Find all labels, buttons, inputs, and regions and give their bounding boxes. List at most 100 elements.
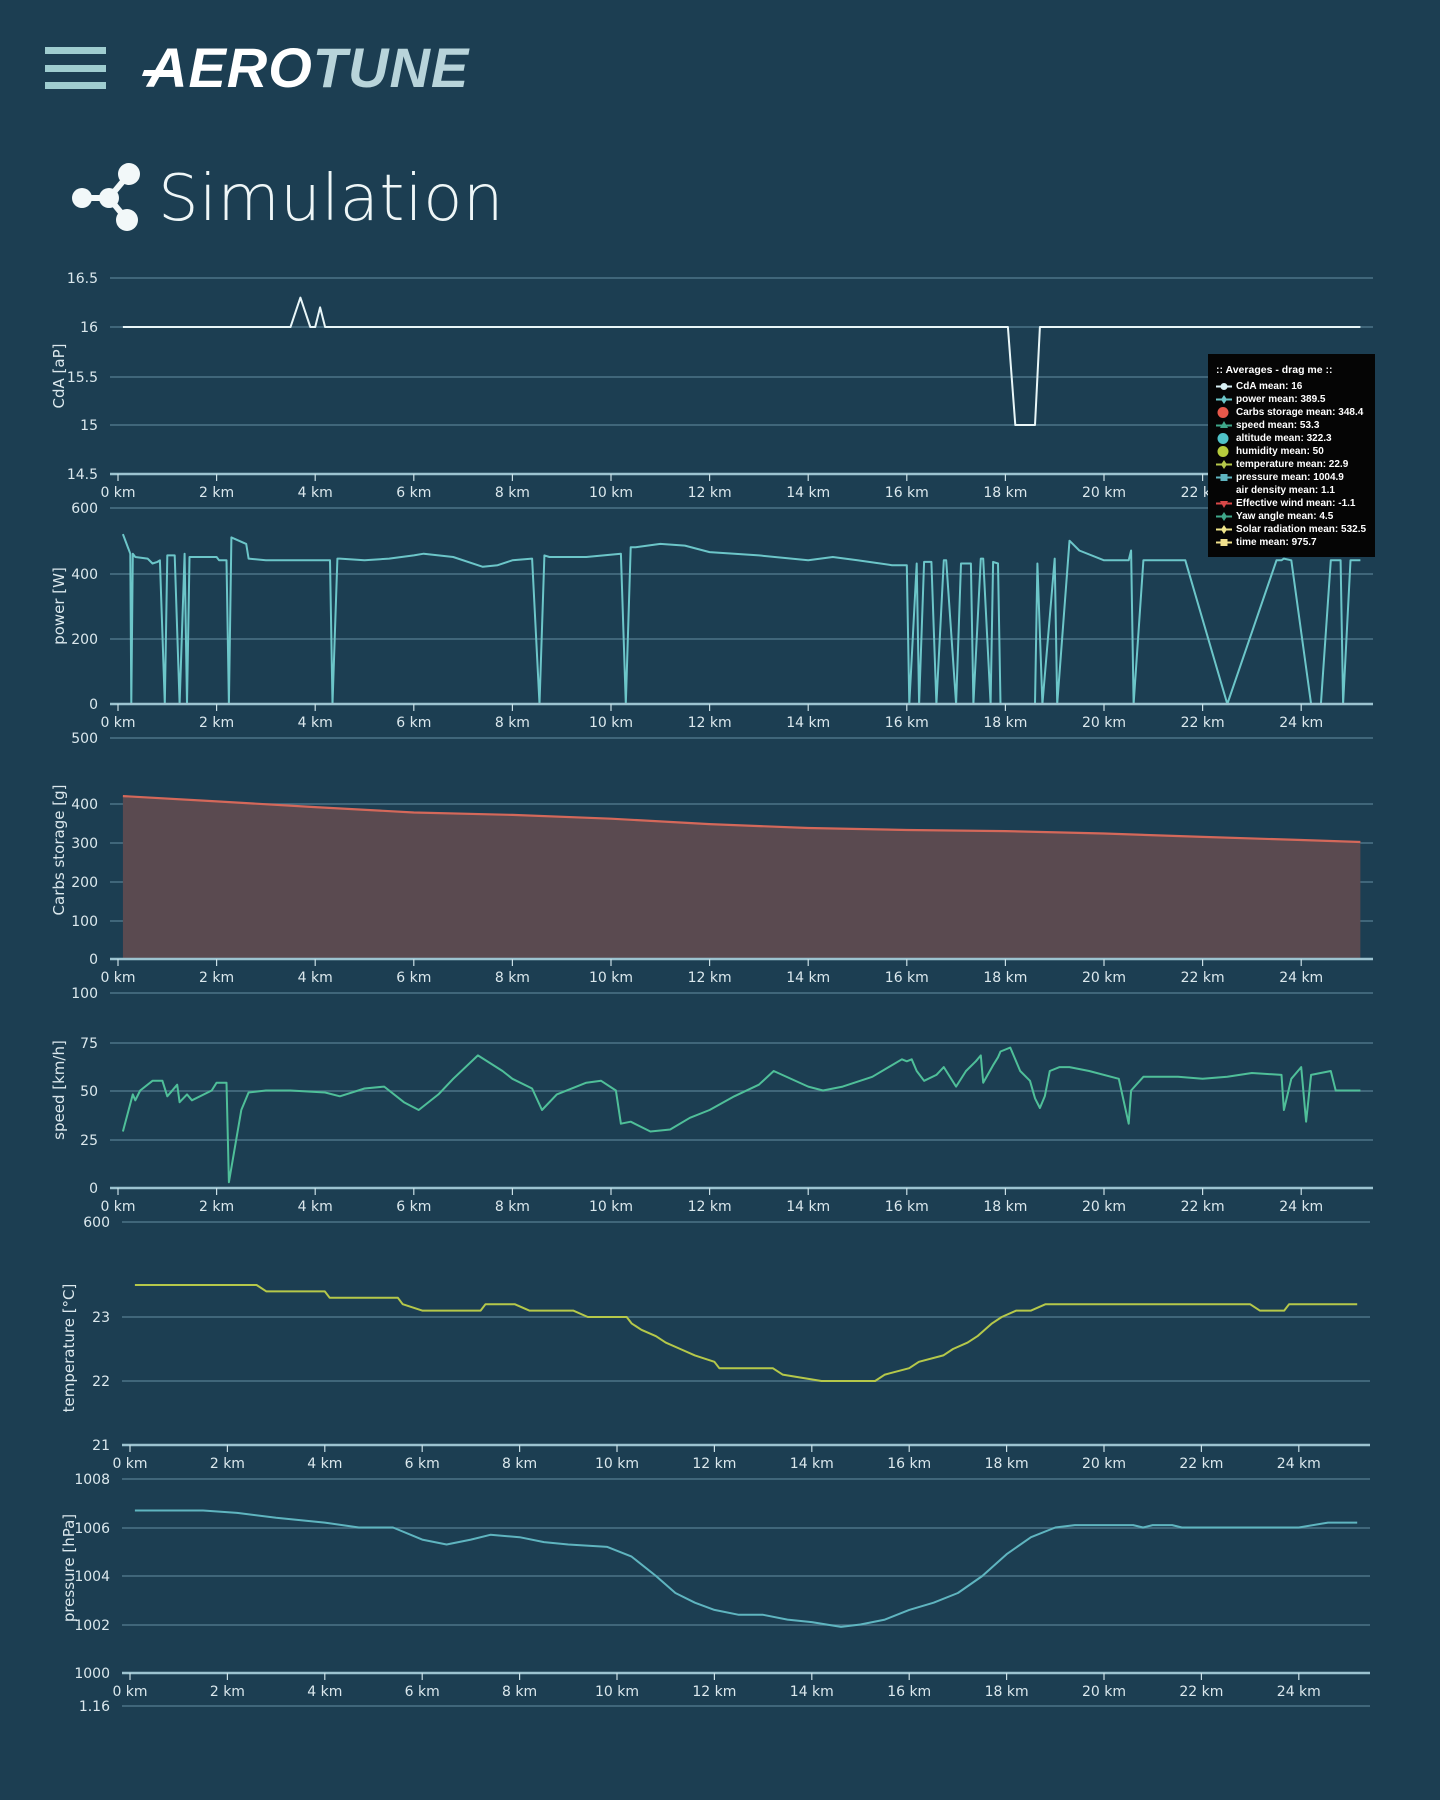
- x-tick-label: 0 km: [100, 1199, 135, 1215]
- x-tick-label: 8 km: [495, 715, 530, 731]
- x-tick-label: 8 km: [495, 1199, 530, 1215]
- y-tick-label: 0: [89, 1181, 98, 1197]
- x-tick-label: 2 km: [199, 1199, 234, 1215]
- x-tick-label: 12 km: [688, 485, 732, 501]
- x-tick-label: 6 km: [396, 970, 431, 986]
- temperature-line: [134, 1284, 1358, 1382]
- x-tick-label: 14 km: [790, 1456, 834, 1472]
- page-title: Simulation: [158, 162, 504, 236]
- legend-item: pressure mean: 1004.9: [1216, 471, 1375, 484]
- legend-item-label: Carbs storage mean: 348.4: [1236, 407, 1364, 418]
- x-tick-label: 0 km: [100, 715, 135, 731]
- x-tick-label: 4 km: [298, 485, 333, 501]
- x-tick-label: 18 km: [983, 485, 1027, 501]
- x-tick-label: 8 km: [502, 1684, 537, 1700]
- speed-line: [121, 1046, 1361, 1184]
- x-tick-label: 10 km: [589, 485, 633, 501]
- x-tick-label: 22 km: [1179, 1684, 1223, 1700]
- x-tick-label: 22 km: [1181, 1199, 1225, 1215]
- legend-item: Effective wind mean: -1.1: [1216, 497, 1375, 510]
- x-tick-label: 20 km: [1082, 715, 1126, 731]
- hamburger-menu-icon[interactable]: [45, 47, 106, 91]
- cda-chart[interactable]: 16.5 16 15.5 15 14.50 km 2 km 4 km 6 km 8 km 10 k…: [50, 271, 1373, 501]
- x-tick-label: 10 km: [589, 1199, 633, 1215]
- x-tick-label: 0 km: [100, 485, 135, 501]
- legend-symbol-none-icon: [1216, 484, 1232, 497]
- x-tick-label: 14 km: [786, 970, 830, 986]
- power-y-axis-title: power [W]: [50, 567, 68, 645]
- speed-chart[interactable]: 100 75 50 25 00 km 2 km 4 km 6 km 8 km 10 km 12 km…: [50, 986, 1373, 1215]
- x-tick-label: 12 km: [688, 970, 732, 986]
- legend-symbol-line-triangle-down-icon: [1216, 501, 1232, 508]
- x-tick-label: 4 km: [307, 1456, 342, 1472]
- temperature-chart[interactable]: 600 23 22 210 km 2 km 4 km 6 km 8 km 10 km 12 km 1…: [60, 1215, 1370, 1472]
- legend-item-label: power mean: 389.5: [1236, 394, 1326, 405]
- carbs-chart[interactable]: 500 400 300 200 100 00 km 2 km 4 km 6 km 8 km 10 k…: [50, 731, 1373, 986]
- legend-item-label: altitude mean: 322.3: [1236, 433, 1332, 444]
- x-tick-label: 18 km: [985, 1456, 1029, 1472]
- y-tick-label: 50: [80, 1084, 98, 1100]
- x-tick-label: 20 km: [1082, 1684, 1126, 1700]
- x-tick-label: 8 km: [495, 970, 530, 986]
- y-tick-label: 25: [80, 1133, 98, 1149]
- x-tick-label: 22 km: [1181, 715, 1225, 731]
- y-tick-label: 200: [71, 632, 98, 648]
- logo-text-tune: TUNE: [312, 36, 470, 99]
- y-tick-label: 1004: [74, 1569, 110, 1585]
- x-tick-label: 6 km: [396, 485, 431, 501]
- aerotune-logo[interactable]: AEROTUNE: [141, 40, 469, 96]
- x-tick-label: 16 km: [887, 1456, 931, 1472]
- cda-y-axis-title: CdA [aP]: [50, 344, 68, 409]
- legend-item-label: temperature mean: 22.9: [1236, 459, 1349, 470]
- x-tick-label: 4 km: [298, 970, 333, 986]
- temperature-y-axis-title: temperature [°C]: [60, 1284, 78, 1413]
- x-tick-label: 0 km: [112, 1456, 147, 1472]
- x-tick-label: 0 km: [100, 970, 135, 986]
- x-tick-label: 14 km: [786, 1199, 830, 1215]
- legend-title: :: Averages - drag me ::: [1216, 364, 1333, 376]
- y-tick-label: 400: [71, 567, 98, 583]
- x-tick-label: 8 km: [495, 485, 530, 501]
- legend-symbol-circle-icon: [1217, 446, 1229, 457]
- x-tick-label: 10 km: [589, 715, 633, 731]
- y-tick-label: 23: [92, 1310, 110, 1326]
- y-tick-label: 15: [80, 418, 98, 434]
- x-tick-label: 10 km: [595, 1456, 639, 1472]
- y-tick-label: 600: [71, 501, 98, 517]
- averages-legend[interactable]: :: Averages - drag me :: CdA mean: 16 pow…: [1208, 354, 1375, 557]
- legend-symbol-line-square-icon: [1216, 539, 1232, 546]
- y-tick-label: 1.16: [79, 1699, 110, 1715]
- x-tick-label: 6 km: [405, 1684, 440, 1700]
- y-tick-label: 1000: [74, 1666, 110, 1682]
- y-tick-label: 15.5: [67, 370, 98, 386]
- power-chart[interactable]: 600 400 200 00 km 2 km 4 km 6 km 8 km 10 km 12 km…: [50, 501, 1373, 731]
- x-tick-label: 14 km: [786, 715, 830, 731]
- x-tick-label: 12 km: [692, 1684, 736, 1700]
- x-tick-label: 22 km: [1179, 1456, 1223, 1472]
- y-tick-label: 200: [71, 875, 98, 891]
- legend-item: Solar radiation mean: 532.5: [1216, 523, 1375, 536]
- x-tick-label: 6 km: [405, 1456, 440, 1472]
- legend-item: humidity mean: 50: [1216, 445, 1375, 458]
- x-tick-label: 2 km: [199, 970, 234, 986]
- legend-symbol-line-diamond-icon: [1216, 525, 1232, 534]
- x-tick-label: 6 km: [396, 715, 431, 731]
- x-tick-label: 16 km: [885, 1199, 929, 1215]
- y-tick-label: 16: [80, 320, 98, 336]
- legend-symbol-circle-icon: [1217, 433, 1229, 444]
- x-tick-label: 24 km: [1279, 715, 1323, 731]
- menu-bar: [45, 47, 106, 54]
- x-tick-label: 24 km: [1279, 1199, 1323, 1215]
- legend-symbol-circle-icon: [1217, 407, 1229, 418]
- cda-line: [122, 296, 1361, 426]
- x-tick-label: 8 km: [502, 1456, 537, 1472]
- legend-item: Yaw angle mean: 4.5: [1216, 510, 1375, 523]
- y-tick-label: 100: [71, 914, 98, 930]
- pressure-chart[interactable]: 1008 1006 1004 1002 1000 1.160 km 2 km 4 km 6 km…: [60, 1472, 1370, 1715]
- y-tick-label: 1006: [74, 1521, 110, 1537]
- legend-item: CdA mean: 16: [1216, 380, 1375, 393]
- legend-item-label: time mean: 975.7: [1236, 537, 1317, 548]
- x-tick-label: 4 km: [298, 715, 333, 731]
- x-tick-label: 4 km: [307, 1684, 342, 1700]
